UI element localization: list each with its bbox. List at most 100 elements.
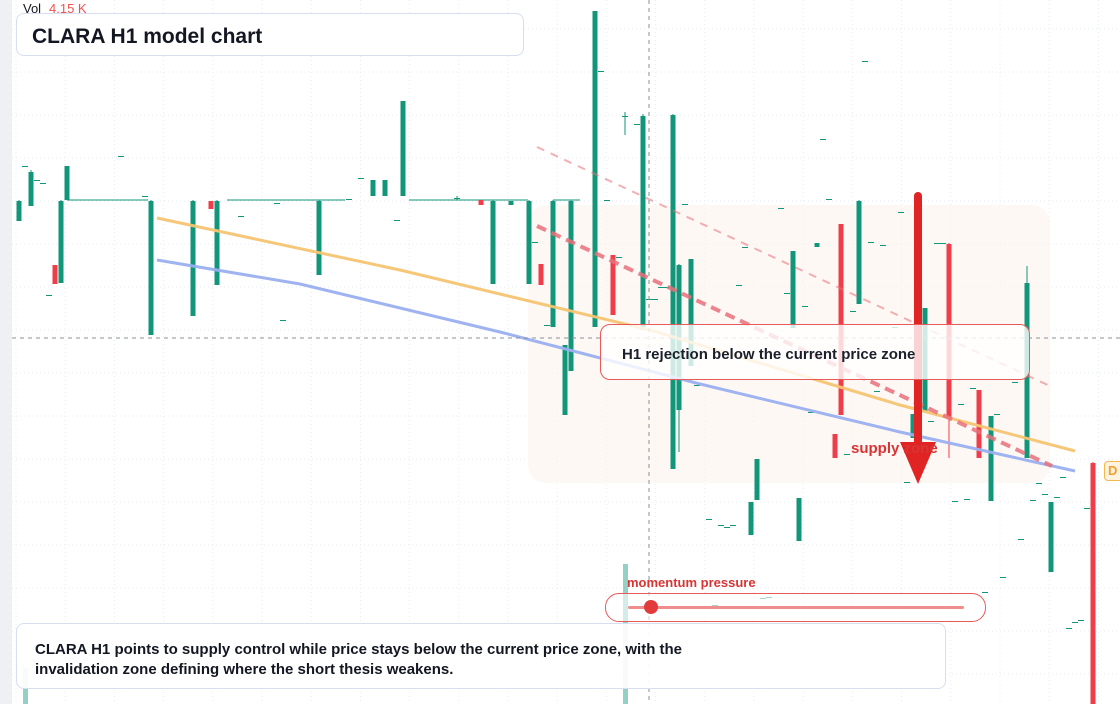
candle [394, 220, 400, 221]
candle [940, 243, 946, 244]
candle [1066, 628, 1072, 629]
momentum-track [628, 606, 964, 609]
candle [856, 201, 862, 304]
candle [508, 201, 514, 205]
candle [640, 116, 646, 330]
momentum-knob[interactable] [644, 600, 658, 614]
candle [148, 201, 154, 335]
candle [838, 224, 844, 415]
candle [622, 116, 628, 117]
candle [724, 527, 730, 528]
candle [688, 259, 694, 366]
title-panel: CLARA H1 model chart [16, 13, 524, 56]
callout-text: H1 rejection below the current price zon… [622, 346, 916, 363]
candle [358, 178, 364, 179]
summary-note: CLARA H1 points to supply control while … [16, 623, 946, 689]
candle [784, 293, 790, 294]
candle [142, 196, 148, 197]
candle [730, 525, 736, 526]
candle [982, 592, 988, 593]
candle [1030, 500, 1036, 501]
candle [748, 502, 754, 535]
candle [1048, 502, 1054, 572]
candle [58, 201, 64, 283]
candle [790, 251, 796, 328]
candle [490, 201, 496, 284]
candle [190, 201, 196, 316]
candle [598, 71, 604, 72]
candle [616, 257, 622, 258]
candle [544, 325, 550, 326]
candle [64, 166, 70, 200]
candle [238, 216, 244, 217]
candle [742, 247, 748, 248]
candle [592, 11, 598, 327]
chart-title: CLARA H1 model chart [32, 25, 263, 48]
candle [370, 180, 376, 196]
candle [1090, 463, 1096, 704]
edge-price-tag: D [1104, 461, 1120, 481]
candle [1078, 620, 1084, 621]
candle [868, 242, 874, 243]
candle [346, 199, 352, 200]
candle [634, 124, 640, 125]
candle [214, 201, 220, 285]
candle [928, 421, 934, 422]
candle [118, 156, 124, 157]
candle [778, 208, 784, 209]
candle [526, 201, 532, 284]
candle [934, 243, 940, 244]
candle [652, 299, 658, 300]
candle [826, 199, 832, 200]
candle [976, 390, 982, 458]
candle [400, 101, 406, 196]
candle [694, 385, 700, 386]
momentum-label: momentum pressure [627, 575, 756, 590]
dashed-trendline [536, 224, 1053, 468]
candle [904, 482, 910, 483]
candle [274, 203, 280, 204]
candle [910, 414, 916, 438]
candle [988, 416, 994, 501]
candle [454, 198, 460, 199]
candle [754, 459, 760, 500]
candle [1060, 477, 1066, 478]
candle [1000, 577, 1006, 578]
candle [994, 414, 1000, 415]
candle [1012, 382, 1018, 383]
candle [280, 320, 286, 321]
volume-value: 4.15 K [49, 1, 87, 16]
candle [718, 525, 724, 526]
candle [316, 201, 322, 275]
candle [532, 242, 538, 243]
candle [1072, 622, 1078, 623]
candle [862, 61, 868, 62]
candle [46, 295, 52, 296]
candle [208, 201, 214, 209]
candle [682, 204, 688, 205]
candle [538, 264, 544, 285]
candle [34, 180, 40, 181]
candle [550, 201, 556, 327]
candle [1042, 494, 1048, 495]
candle [850, 311, 856, 312]
candle [382, 180, 388, 196]
candle [40, 183, 46, 184]
candle [562, 345, 568, 415]
candle [832, 434, 838, 458]
candle [796, 498, 802, 541]
candle [1084, 508, 1090, 509]
candle [958, 404, 964, 405]
candle [706, 519, 712, 520]
candle [1036, 483, 1042, 484]
candle [568, 201, 574, 371]
candle [952, 501, 958, 502]
dashed-trendline [536, 146, 1053, 388]
volume-label: Vol [23, 1, 42, 16]
candle [736, 285, 742, 286]
momentum-gauge [605, 593, 986, 622]
candle [52, 265, 58, 284]
bearish-arrow-head [900, 442, 936, 484]
candle [28, 172, 34, 206]
candle [970, 388, 976, 389]
